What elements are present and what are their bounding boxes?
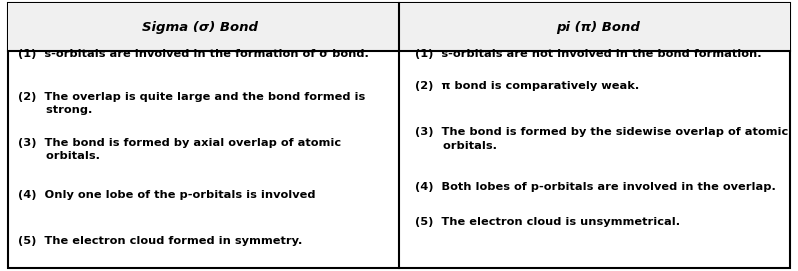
Text: (3)  The bond is formed by axial overlap of atomic
       orbitals.: (3) The bond is formed by axial overlap … bbox=[18, 138, 341, 162]
Text: (5)  The electron cloud formed in symmetry.: (5) The electron cloud formed in symmetr… bbox=[18, 236, 302, 246]
Bar bbox=[8, 3, 399, 51]
Text: (5)  The electron cloud is unsymmetrical.: (5) The electron cloud is unsymmetrical. bbox=[415, 217, 680, 227]
Text: (1)  s-orbitals are not involved in the bond formation.: (1) s-orbitals are not involved in the b… bbox=[415, 49, 761, 59]
Text: pi (π) Bond: pi (π) Bond bbox=[556, 21, 641, 34]
Text: (4)  Both lobes of p-orbitals are involved in the overlap.: (4) Both lobes of p-orbitals are involve… bbox=[415, 182, 776, 192]
Text: (1)  s-orbitals are involved in the formation of σ bond.: (1) s-orbitals are involved in the forma… bbox=[18, 49, 369, 59]
Bar bbox=[399, 3, 790, 51]
Text: Sigma (σ) Bond: Sigma (σ) Bond bbox=[141, 21, 258, 34]
Text: (2)  π bond is comparatively weak.: (2) π bond is comparatively weak. bbox=[415, 81, 639, 91]
Text: (4)  Only one lobe of the p-orbitals is involved: (4) Only one lobe of the p-orbitals is i… bbox=[18, 190, 315, 200]
Text: (2)  The overlap is quite large and the bond formed is
       strong.: (2) The overlap is quite large and the b… bbox=[18, 92, 365, 115]
Text: (3)  The bond is formed by the sidewise overlap of atomic
       orbitals.: (3) The bond is formed by the sidewise o… bbox=[415, 127, 788, 151]
